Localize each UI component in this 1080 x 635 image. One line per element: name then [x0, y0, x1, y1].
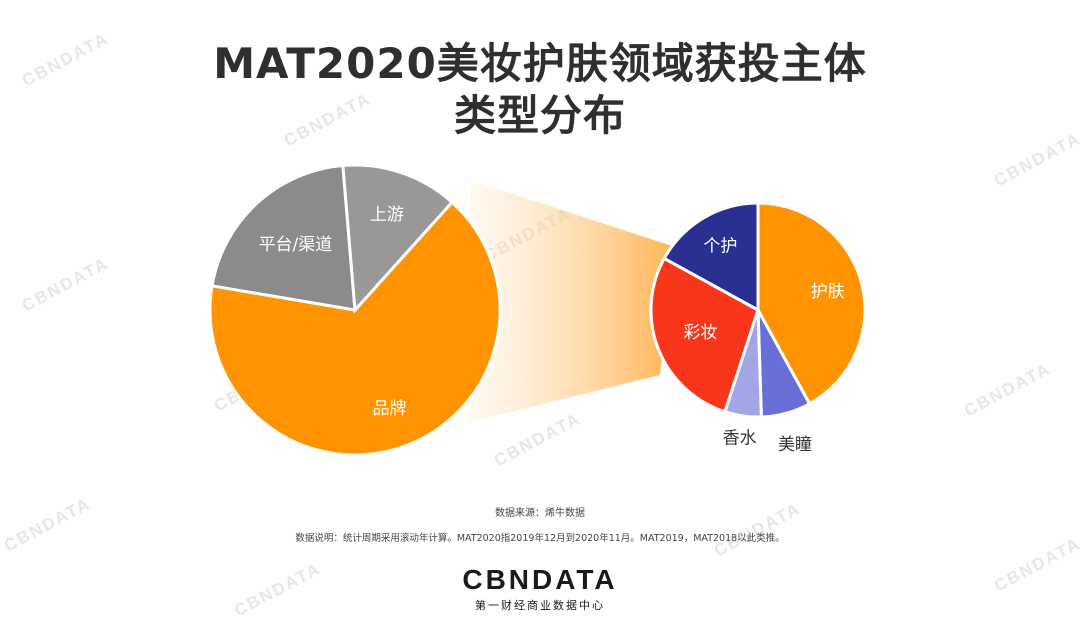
- connector-band: [470, 180, 675, 422]
- data-source: 数据来源：烯牛数据: [495, 508, 585, 519]
- pie-slice-4: [662, 201, 760, 313]
- logo-tagline: 第一财经商业数据中心: [475, 599, 605, 612]
- slice-label-2: 上游: [370, 205, 404, 225]
- slice-label-2: 香水: [723, 429, 757, 449]
- pie-slice-2: [341, 163, 455, 314]
- logo-brand: CBNDATA: [462, 564, 618, 595]
- slice-label-3: 彩妆: [683, 323, 717, 343]
- slice-label-0: 品牌: [373, 399, 407, 419]
- data-note: 数据说明：统计周期采用滚动年计算。MAT2020指2019年12月到2020年1…: [295, 533, 785, 544]
- slice-label-0: 护肤: [811, 282, 845, 302]
- slice-label-1: 美瞳: [778, 435, 812, 455]
- pie-slice-0: [756, 201, 867, 406]
- main-pie: 品牌 平台/渠道 上游: [208, 163, 502, 457]
- pie-slice-1: [210, 163, 357, 312]
- chart-title: MAT2020美妆护肤领域获投主体 类型分布: [0, 38, 1080, 142]
- title-line-1: MAT2020美妆护肤领域获投主体: [213, 39, 867, 88]
- slice-label-1: 平台/渠道: [259, 235, 333, 255]
- slice-label-4: 个护: [703, 236, 737, 256]
- pie-slice-0: [208, 200, 502, 457]
- cbndata-logo: CBNDATA 第一财经商业数据中心: [440, 565, 640, 613]
- title-line-2: 类型分布: [453, 91, 626, 140]
